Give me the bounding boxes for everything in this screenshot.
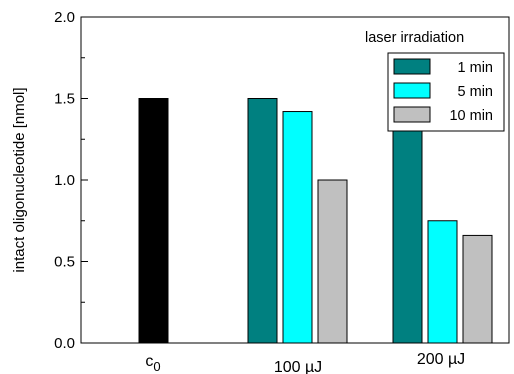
- legend: laser irradiation 1 min 5 min 10 min: [365, 30, 505, 132]
- y-tick-label: 0.5: [54, 254, 75, 271]
- y-tick-label: 1.0: [54, 172, 75, 189]
- bar-1-min-cat2: [392, 127, 423, 344]
- bar-10-min-cat2: [462, 234, 493, 344]
- legend-swatch: [393, 58, 431, 75]
- bars: [138, 98, 493, 344]
- legend-label: 10 min: [449, 108, 493, 124]
- y-tick-label: 2.0: [54, 9, 75, 26]
- category-label: c0: [145, 353, 160, 374]
- y-axis-label: intact oligonucleotide [nmol]: [11, 87, 28, 272]
- legend-swatch: [393, 106, 431, 123]
- legend-label: 1 min: [458, 60, 493, 76]
- bar-c0: [138, 98, 169, 344]
- bar-5-min-cat1: [282, 111, 313, 344]
- category-label: 200 µJ: [417, 351, 465, 368]
- bar-10-min-cat1: [317, 179, 348, 344]
- y-tick-label: 0.0: [54, 335, 75, 352]
- category-labels: c0 100 µJ 200 µJ: [145, 351, 465, 374]
- bar-5-min-cat2: [427, 220, 458, 344]
- legend-label: 5 min: [458, 84, 493, 100]
- bar-1-min-cat1: [247, 98, 278, 344]
- category-label: 100 µJ: [274, 359, 322, 374]
- legend-title: laser irradiation: [365, 30, 464, 46]
- legend-swatch: [393, 82, 431, 99]
- y-tick-label: 1.5: [54, 91, 75, 108]
- y-ticks: 0.0 0.5 1.0 1.5 2.0: [54, 9, 88, 352]
